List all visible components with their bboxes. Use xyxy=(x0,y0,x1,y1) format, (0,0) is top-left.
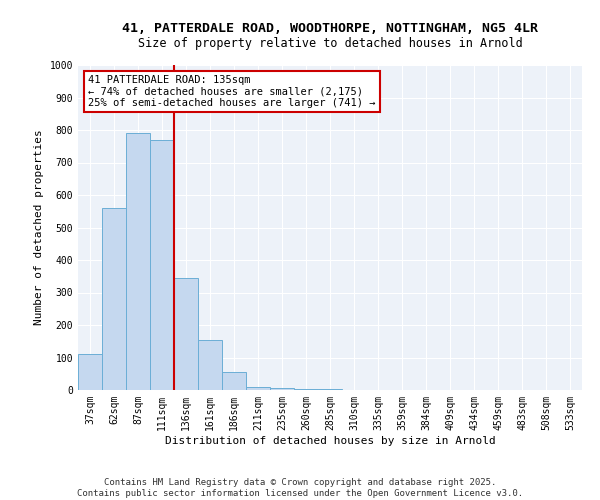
Bar xyxy=(246,387,270,390)
Bar xyxy=(126,133,150,390)
Text: 41, PATTERDALE ROAD, WOODTHORPE, NOTTINGHAM, NG5 4LR: 41, PATTERDALE ROAD, WOODTHORPE, NOTTING… xyxy=(122,22,538,36)
Bar xyxy=(174,278,198,390)
Bar xyxy=(222,372,246,390)
Text: Size of property relative to detached houses in Arnold: Size of property relative to detached ho… xyxy=(137,38,523,51)
Text: 41 PATTERDALE ROAD: 135sqm
← 74% of detached houses are smaller (2,175)
25% of s: 41 PATTERDALE ROAD: 135sqm ← 74% of deta… xyxy=(88,74,376,108)
Bar xyxy=(270,388,294,390)
Y-axis label: Number of detached properties: Number of detached properties xyxy=(34,130,44,326)
Bar xyxy=(102,208,126,390)
Bar xyxy=(150,140,174,390)
Bar xyxy=(198,340,222,390)
Text: Contains HM Land Registry data © Crown copyright and database right 2025.
Contai: Contains HM Land Registry data © Crown c… xyxy=(77,478,523,498)
X-axis label: Distribution of detached houses by size in Arnold: Distribution of detached houses by size … xyxy=(164,436,496,446)
Bar xyxy=(78,354,102,390)
Bar xyxy=(294,389,318,390)
